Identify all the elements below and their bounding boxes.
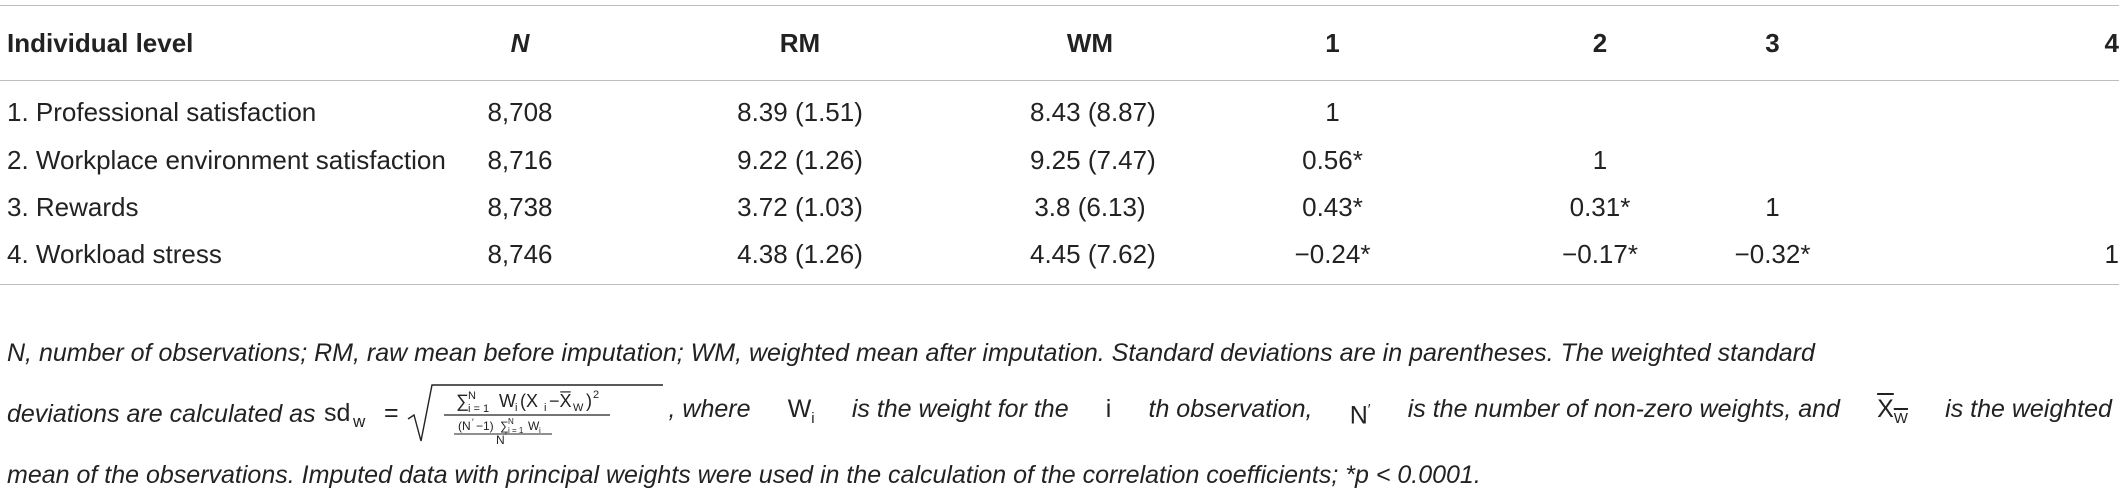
den-top-a: (N <box>458 419 471 433</box>
cell-wm: 9.25 (7.47) <box>1030 144 1156 175</box>
row-label: 2. Workplace environment satisfaction <box>7 144 446 175</box>
num-sum: ∑ <box>456 391 469 411</box>
row-label: 4. Workload stress <box>0 230 470 285</box>
num-term-sub: i <box>515 402 517 414</box>
table-footnote: N, number of observations; RM, raw mean … <box>7 337 2112 492</box>
cell-n: 8,746 <box>470 230 570 285</box>
cell-corr-2 <box>1515 81 1685 137</box>
den-bottom: N <box>496 433 505 445</box>
cell-corr-3 <box>1685 81 1860 137</box>
footnote-line-2-tail: , where Wi is the weight for the i th ob… <box>669 393 2112 435</box>
header-rm: RM <box>570 5 1030 81</box>
tail-observation: th observation, <box>1148 395 1313 423</box>
wi-symbol: Wi <box>788 393 815 435</box>
header-col-3: 3 <box>1685 5 1860 81</box>
num-term: W <box>499 391 516 411</box>
num-sum-sub: i = 1 <box>468 403 489 415</box>
formula-graphic: sd w = ∑ i = 1 N W i (X i −X̅ W ) 2 <box>324 384 663 447</box>
cell-wm: 8.43 (8.87) <box>1030 97 1156 128</box>
correlation-table: Individual level N RM WM 1 2 3 4 1. Prof… <box>0 5 2119 285</box>
cell-corr-1: 0.56* <box>1302 144 1363 175</box>
footnote-line-1: N, number of observations; RM, raw mean … <box>7 337 2112 370</box>
num-minus-sub: W <box>573 402 584 414</box>
cell-corr-4 <box>1860 184 2119 231</box>
cell-corr-2: −0.17* <box>1515 230 1685 285</box>
header-individual-level: Individual level <box>0 5 470 81</box>
cell-corr-3: −0.32* <box>1685 230 1860 285</box>
xw-letter: X <box>1877 395 1894 423</box>
table-row: 4. Workload stress 8,746 4.38 (1.26) 4.4… <box>0 230 2119 285</box>
den-sum-sub: i = 1 <box>508 426 524 435</box>
den-top-b: −1) <box>476 419 494 433</box>
num-minus: −X̅ <box>549 391 572 411</box>
den-term: W <box>528 419 540 433</box>
row-label: 1. Professional satisfaction <box>7 97 317 128</box>
cell-n: 8,738 <box>487 191 553 222</box>
cell-rm: 8.39 (1.51) <box>737 97 863 128</box>
nprime-symbol: N′ <box>1350 393 1371 435</box>
ith-symbol: i <box>1105 395 1112 423</box>
cell-corr-4 <box>1860 137 2119 184</box>
cell-n: 8,716 <box>487 144 553 175</box>
header-col-1: 1 <box>1150 5 1515 81</box>
nprime-letter: N <box>1349 401 1368 430</box>
num-sum-sup: N <box>468 390 476 402</box>
header-wm: WM <box>1030 5 1150 81</box>
header-n: N <box>470 5 570 81</box>
num-close: ) <box>586 391 592 411</box>
wi-letter: W <box>787 395 812 423</box>
tail-weighted: is the weighted <box>1945 395 2112 423</box>
cell-wm: 4.45 (7.62) <box>1030 230 1156 285</box>
cell-rm: 4.38 (1.26) <box>570 230 1030 285</box>
footnote-line-2: deviations are calculated as sd w = ∑ i … <box>7 383 2112 447</box>
den-sum: ∑ <box>500 419 509 433</box>
tail-nonzero: is the number of non-zero weights, and <box>1407 395 1840 423</box>
den-term-sub: i <box>539 426 541 435</box>
wi-sub: i <box>811 410 815 427</box>
cell-corr-4: 1 <box>1860 230 2119 285</box>
cell-rm: 9.22 (1.26) <box>737 144 863 175</box>
radical-sign <box>407 384 663 442</box>
den-sum-sup: N <box>508 417 514 426</box>
tail-weight: is the weight for the <box>851 395 1069 423</box>
xw-symbol: XW <box>1877 393 1908 435</box>
table-row: 1. Professional satisfaction 8,708 8.39 … <box>0 81 2119 137</box>
tail-where: , where <box>668 395 751 423</box>
cell-corr-3 <box>1685 137 1860 184</box>
row-label: 3. Rewards <box>7 191 139 222</box>
equals-sign: = <box>384 399 399 427</box>
cell-corr-1: 1 <box>1325 97 1340 128</box>
header-col-4: 4 <box>1860 5 2119 81</box>
num-paren: (X <box>520 391 538 411</box>
weighted-sd-formula: sd w = ∑ i = 1 N W i (X i −X̅ W ) 2 <box>320 383 665 447</box>
footnote-text-2-prefix: deviations are calculated as <box>7 399 316 428</box>
nprime-sup: ′ <box>1367 401 1371 418</box>
cell-wm: 3.8 (6.13) <box>1034 191 1146 222</box>
den-top-a-sup: ′ <box>472 417 474 427</box>
cell-corr-2: 0.31* <box>1569 191 1631 222</box>
table-row: 2. Workplace environment satisfaction 8,… <box>0 137 2119 184</box>
den-bottom-sup: ′ <box>505 431 507 441</box>
cell-corr-1: 0.43* <box>1302 191 1363 222</box>
cell-corr-3: 1 <box>1765 191 1780 222</box>
header-col-2: 2 <box>1515 5 1685 81</box>
cell-corr-1: −0.24* <box>1150 230 1515 285</box>
sd-symbol: sd <box>324 399 350 427</box>
header-row: Individual level N RM WM 1 2 3 4 <box>0 5 2119 81</box>
footnote-line-3: mean of the observations. Imputed data w… <box>7 459 2112 492</box>
num-paren-sub: i <box>544 402 546 414</box>
xw-sub: W <box>1893 410 1908 427</box>
footnote-text-1: N, number of observations; RM, raw mean … <box>7 339 1815 367</box>
cell-n: 8,708 <box>487 97 553 128</box>
sd-sub: w <box>352 412 366 431</box>
table-row: 3. Rewards 8,738 3.72 (1.03) 3.8 (6.13) … <box>0 184 2119 231</box>
cell-corr-2: 1 <box>1592 144 1608 175</box>
num-sup: 2 <box>593 389 599 401</box>
cell-rm: 3.72 (1.03) <box>737 191 863 222</box>
cell-corr-4 <box>1860 81 2119 137</box>
footnote-text-3: mean of the observations. Imputed data w… <box>7 461 1481 489</box>
